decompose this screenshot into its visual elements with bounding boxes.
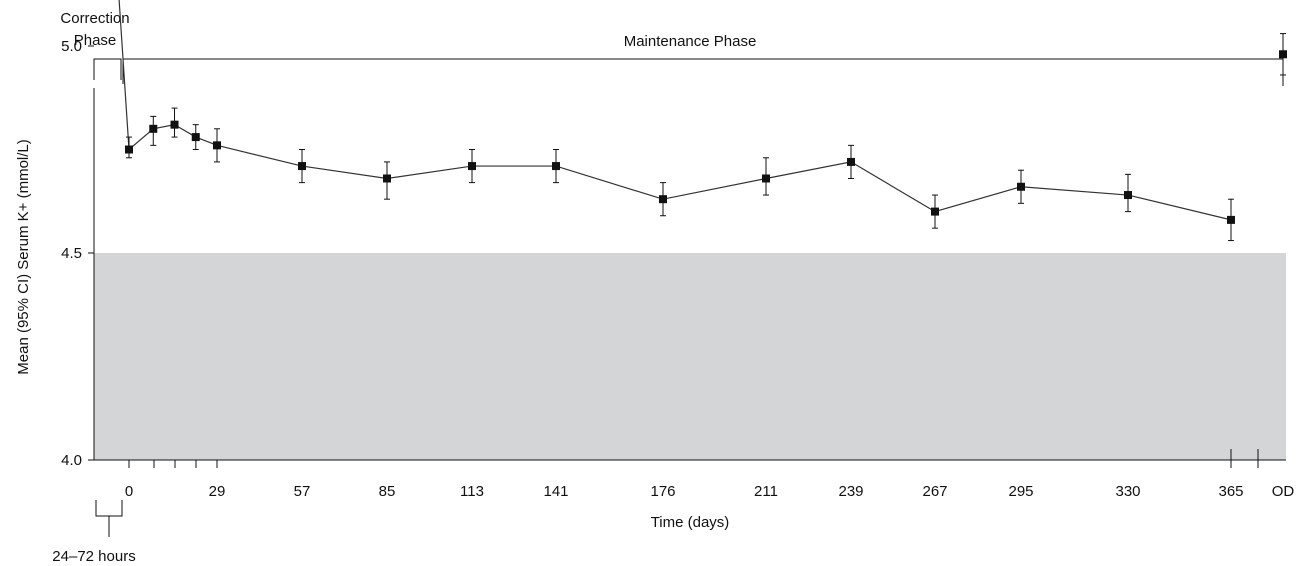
- data-point-marker: [468, 162, 476, 171]
- data-point-marker: [847, 157, 855, 166]
- y-ticks: 4.04.55.05.5: [61, 38, 94, 469]
- data-point-marker: [125, 145, 133, 154]
- x-tick-label: 330: [1115, 483, 1140, 500]
- data-point-marker: [383, 174, 391, 183]
- data-point-marker: [170, 120, 179, 129]
- correction-phase-bracket: [93, 58, 122, 80]
- x-tick-label: 57: [294, 483, 311, 500]
- data-point-marker: [762, 174, 770, 183]
- correction-phase-label-line: Phase: [74, 32, 117, 49]
- x-tick-label: 141: [543, 483, 568, 500]
- correction-phase-label-line: Correction: [60, 10, 129, 27]
- data-point-marker: [298, 162, 306, 171]
- data-point-marker: [659, 195, 667, 204]
- x-tick-label: 295: [1008, 483, 1033, 500]
- data-point-marker: [1017, 182, 1025, 191]
- y-axis-label: Mean (95% CI) Serum K+ (mmol/L): [15, 139, 32, 374]
- data-point-marker: [1227, 215, 1235, 224]
- data-point-marker: [191, 133, 200, 142]
- x-tick-label: 239: [838, 483, 863, 500]
- x-tick-label: 85: [379, 483, 396, 500]
- x-tick-label: 176: [650, 483, 675, 500]
- x-tick-label: 211: [754, 483, 778, 500]
- data-point-marker: [552, 162, 560, 171]
- x-tick-label: 267: [922, 483, 947, 500]
- data-series: [118, 0, 1287, 242]
- data-point-marker: [213, 141, 221, 150]
- correction-phase-label: Correction Phase: [60, 10, 129, 49]
- data-point-marker: [149, 124, 158, 133]
- x-tick-label: 113: [460, 483, 484, 500]
- x-tick-label: 365: [1218, 483, 1243, 500]
- y-tick-label: 5.0: [61, 38, 82, 55]
- x-tick-label: 29: [209, 483, 226, 500]
- x-axis-label: Time (days): [651, 514, 730, 531]
- data-point-marker: [931, 207, 939, 216]
- y-tick-label: 4.0: [61, 452, 82, 469]
- data-point-marker: [1124, 191, 1132, 200]
- plot-area-shaded-band: [94, 253, 1286, 460]
- x-ticks: 0 29 57 85 113 141 176 211 239 267 295 330 365 OD: [125, 449, 1295, 500]
- data-point-marker: [1279, 50, 1287, 59]
- y-tick-label: 4.5: [61, 245, 82, 262]
- x-tick-label: OD: [1272, 483, 1295, 500]
- correction-duration-bracket: [95, 500, 123, 537]
- maintenance-phase-bracket: [122, 58, 1284, 86]
- maintenance-phase-label: Maintenance Phase: [624, 33, 757, 50]
- x-tick-label: 0: [125, 483, 133, 500]
- correction-duration-label: 24–72 hours: [52, 548, 135, 565]
